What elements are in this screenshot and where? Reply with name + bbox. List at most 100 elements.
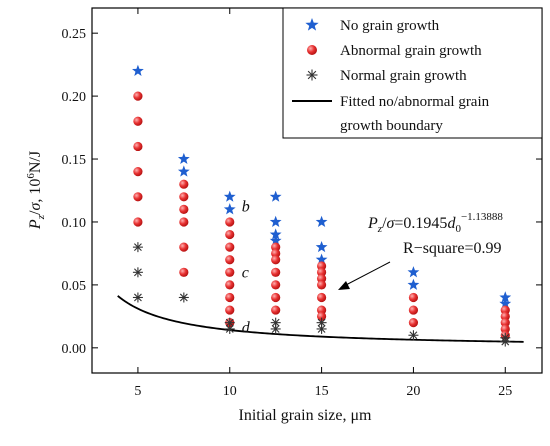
legend-circle-marker xyxy=(307,45,317,55)
normal-growth-point xyxy=(500,336,511,347)
abnormal-growth-point xyxy=(133,91,143,101)
normal-growth-point xyxy=(316,323,327,334)
equation-arrow-shaft xyxy=(343,261,391,287)
normal-growth-point xyxy=(408,330,419,341)
no-growth-point xyxy=(407,278,420,290)
abnormal-growth-point xyxy=(271,267,281,277)
legend-label-fit-line2: growth boundary xyxy=(340,118,443,134)
y-tick-label: 0.20 xyxy=(62,90,87,105)
abnormal-growth-point xyxy=(179,192,189,202)
fit-equation: Pz/σ=0.1945d0−1.13888 R−square=0.99 xyxy=(338,211,503,290)
x-axis-title: Initial grain size, μm xyxy=(239,407,373,424)
legend-item-normal: Normal grain growth xyxy=(306,68,467,84)
abnormal-growth-point xyxy=(225,305,235,315)
abnormal-growth-point xyxy=(179,267,189,277)
abnormal-growth-point xyxy=(408,292,419,303)
no-growth-point xyxy=(315,215,328,227)
no-growth-point xyxy=(499,291,512,303)
legend-item-no-growth: No grain growth xyxy=(305,18,440,34)
abnormal-growth-point xyxy=(408,305,419,315)
fit-curve-layer xyxy=(117,295,524,343)
y-tick-label: 0.05 xyxy=(62,279,87,294)
x-tick-label: 5 xyxy=(134,384,141,399)
abnormal-growth-point xyxy=(271,255,281,265)
normal-growth-point xyxy=(132,292,143,303)
abnormal-growth-point xyxy=(316,267,327,277)
point-label-c: c xyxy=(242,264,249,281)
abnormal-growth-point xyxy=(225,292,235,303)
no-growth-point xyxy=(269,215,282,227)
r-square-text: R−square=0.99 xyxy=(403,240,501,257)
abnormal-growth-point xyxy=(225,280,235,290)
legend-label-abnormal: Abnormal grain growth xyxy=(340,43,482,59)
x-tick-label: 20 xyxy=(406,384,420,399)
abnormal-growth-point xyxy=(225,242,235,252)
abnormal-growth-point xyxy=(225,229,235,240)
abnormal-growth-point xyxy=(408,318,419,328)
legend: No grain growth Abnormal grain growth No… xyxy=(282,7,543,139)
y-tick-label: 0.25 xyxy=(62,27,87,42)
abnormal-growth-point xyxy=(225,255,235,265)
abnormal-growth-point xyxy=(500,324,510,334)
abnormal-growth-point xyxy=(133,192,143,202)
abnormal-growth-point xyxy=(133,141,143,152)
abnormal-growth-point xyxy=(225,217,235,227)
legend-box xyxy=(282,7,543,139)
equation-text: Pz/σ=0.1945d0−1.13888 xyxy=(367,211,503,235)
abnormal-growth-point xyxy=(271,305,281,315)
abnormal-growth-point xyxy=(316,292,327,303)
equation-arrow-head xyxy=(338,281,350,290)
no-growth-point xyxy=(177,152,190,165)
abnormal-growth-point xyxy=(179,179,189,189)
no-growth-point xyxy=(223,190,236,202)
no-growth-point xyxy=(499,297,512,309)
abnormal-growth-point xyxy=(271,248,281,259)
no-growth-point xyxy=(315,240,328,253)
normal-growth-point xyxy=(224,323,235,334)
abnormal-growth-point xyxy=(133,217,143,227)
no-growth-point xyxy=(315,253,328,265)
abnormal-growth-point xyxy=(133,116,143,126)
y-tick-label: 0.10 xyxy=(62,216,87,231)
fit-curve xyxy=(117,295,524,343)
abnormal-growth-point xyxy=(316,311,327,321)
normal-growth-point xyxy=(270,323,281,334)
abnormal-growth-point xyxy=(316,305,327,315)
abnormal-growth-point xyxy=(316,280,327,290)
x-tick-label: 25 xyxy=(498,384,512,399)
axis-ticks: 5 10 15 20 25 0.00 0.05 0.10 0.15 0.20 0.25 xyxy=(62,8,542,399)
no-growth-point xyxy=(269,190,282,202)
legend-asterisk-marker xyxy=(306,69,318,81)
no-growth-point xyxy=(177,165,190,177)
no-growth-point xyxy=(223,203,236,215)
no-growth-point xyxy=(269,228,282,240)
legend-label-fit-line1: Fitted no/abnormal grain xyxy=(340,94,490,110)
point-label-b: b xyxy=(242,198,250,215)
legend-label-no-growth: No grain growth xyxy=(340,18,440,34)
no-growth-point xyxy=(407,266,420,278)
abnormal-growth-point xyxy=(179,217,189,227)
y-tick-label: 0.00 xyxy=(62,342,87,357)
abnormal-growth-point xyxy=(179,204,189,214)
abnormal-growth-point xyxy=(500,305,510,315)
point-label-d: d xyxy=(242,320,251,337)
legend-item-abnormal: Abnormal grain growth xyxy=(307,43,482,59)
abnormal-growth-point xyxy=(225,267,235,277)
legend-label-normal: Normal grain growth xyxy=(340,68,467,84)
data-points-layer xyxy=(132,64,512,347)
legend-item-fit: Fitted no/abnormal grain growth boundary xyxy=(292,94,490,134)
normal-growth-point xyxy=(178,292,189,303)
no-growth-point xyxy=(132,64,144,76)
x-tick-label: 15 xyxy=(315,384,329,399)
abnormal-growth-point xyxy=(500,318,510,328)
normal-growth-point xyxy=(132,242,143,253)
abnormal-growth-point xyxy=(179,242,189,252)
legend-asterisk-lines xyxy=(306,69,318,81)
y-tick-label: 0.15 xyxy=(62,153,87,168)
legend-star-marker xyxy=(305,18,319,31)
abnormal-growth-point xyxy=(271,280,281,290)
no-growth-point xyxy=(269,234,282,246)
abnormal-growth-point xyxy=(133,167,143,177)
abnormal-growth-point xyxy=(316,261,327,271)
